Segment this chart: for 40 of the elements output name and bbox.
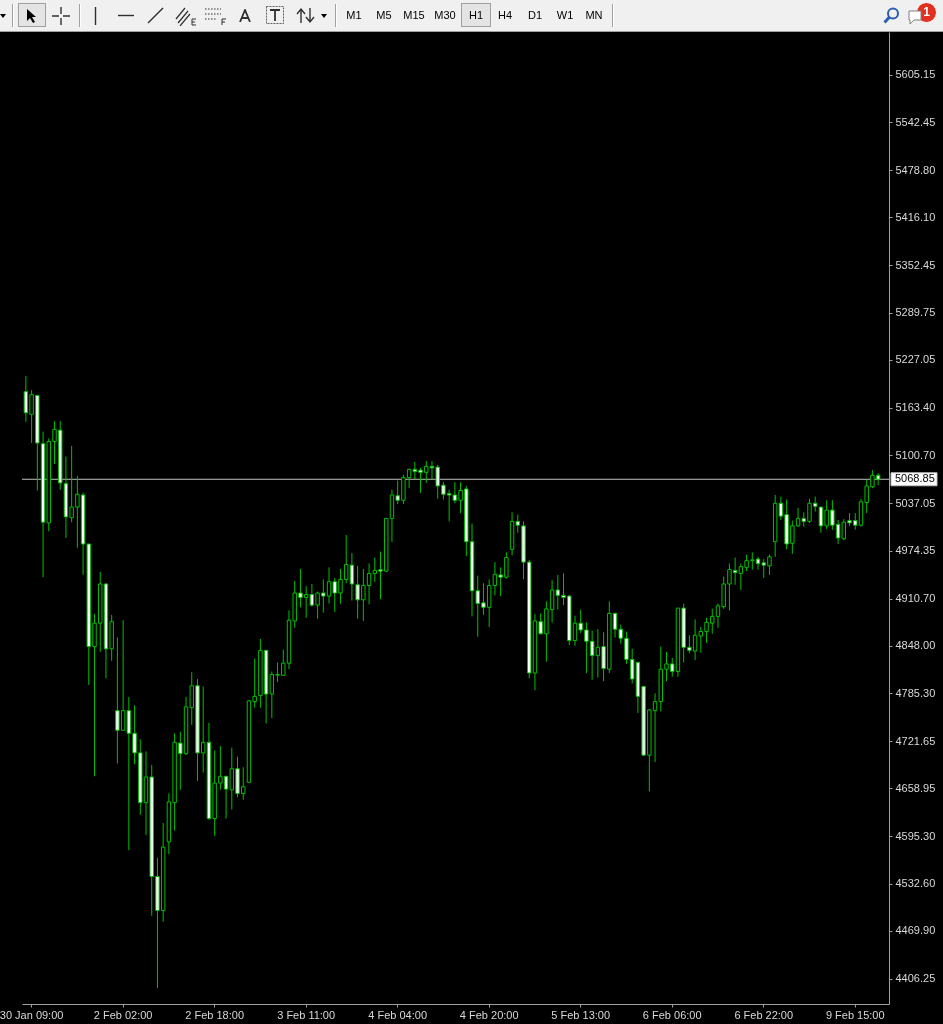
x-tick-label: 30 Jan 09:00 [0, 1008, 64, 1021]
y-tick-label: 4785.30 [895, 686, 936, 699]
text: H1 [468, 9, 484, 22]
text: W1 [556, 9, 574, 22]
y-tick-label: 5478.80 [895, 163, 936, 176]
y-tick-label: 5416.10 [895, 210, 936, 223]
x-tick-label: 3 Feb 11:00 [277, 1008, 336, 1021]
x-tick-label: 4 Feb 20:00 [459, 1008, 519, 1021]
y-tick-label: 4848.00 [895, 639, 936, 652]
text: M1 [346, 9, 362, 22]
y-tick-label: 5163.40 [895, 401, 936, 414]
y-tick-label: 4469.90 [895, 924, 936, 937]
text: M5 [376, 9, 392, 22]
x-tick-label: 5 Feb 13:00 [551, 1008, 611, 1021]
x-tick-label: 2 Feb 02:00 [93, 1008, 153, 1021]
text: M30 [434, 9, 456, 22]
x-tick-label: 6 Feb 06:00 [642, 1008, 702, 1021]
text: H4 [497, 9, 513, 22]
y-tick-label: 4658.95 [895, 781, 936, 794]
ref-line-label: 5068.85 [895, 472, 935, 485]
y-tick-label: 5227.05 [895, 353, 936, 366]
y-tick-label: 4532.60 [895, 877, 936, 890]
text: MN [585, 9, 603, 22]
y-tick-label: 5100.70 [895, 448, 936, 461]
x-tick-label: 2 Feb 18:00 [185, 1008, 244, 1021]
x-tick-label: 9 Feb 15:00 [825, 1008, 885, 1021]
y-tick-label: 5605.15 [895, 68, 936, 81]
y-tick-label: 5352.45 [895, 258, 936, 271]
x-tick-label: 6 Feb 22:00 [734, 1008, 794, 1021]
y-tick-label: 4974.35 [895, 544, 936, 557]
y-tick-label: 5037.05 [895, 496, 936, 509]
y-tick-label: 5542.45 [895, 115, 936, 128]
x-tick-label: 4 Feb 04:00 [368, 1008, 428, 1021]
y-tick-label: 4595.30 [895, 829, 936, 842]
text: D1 [527, 9, 543, 22]
y-tick-label: 4721.65 [895, 734, 936, 747]
y-tick-label: 4406.25 [895, 972, 936, 985]
y-tick-label: 5289.75 [895, 306, 936, 319]
text: M15 [403, 9, 425, 22]
y-tick-label: 4910.70 [895, 592, 936, 605]
